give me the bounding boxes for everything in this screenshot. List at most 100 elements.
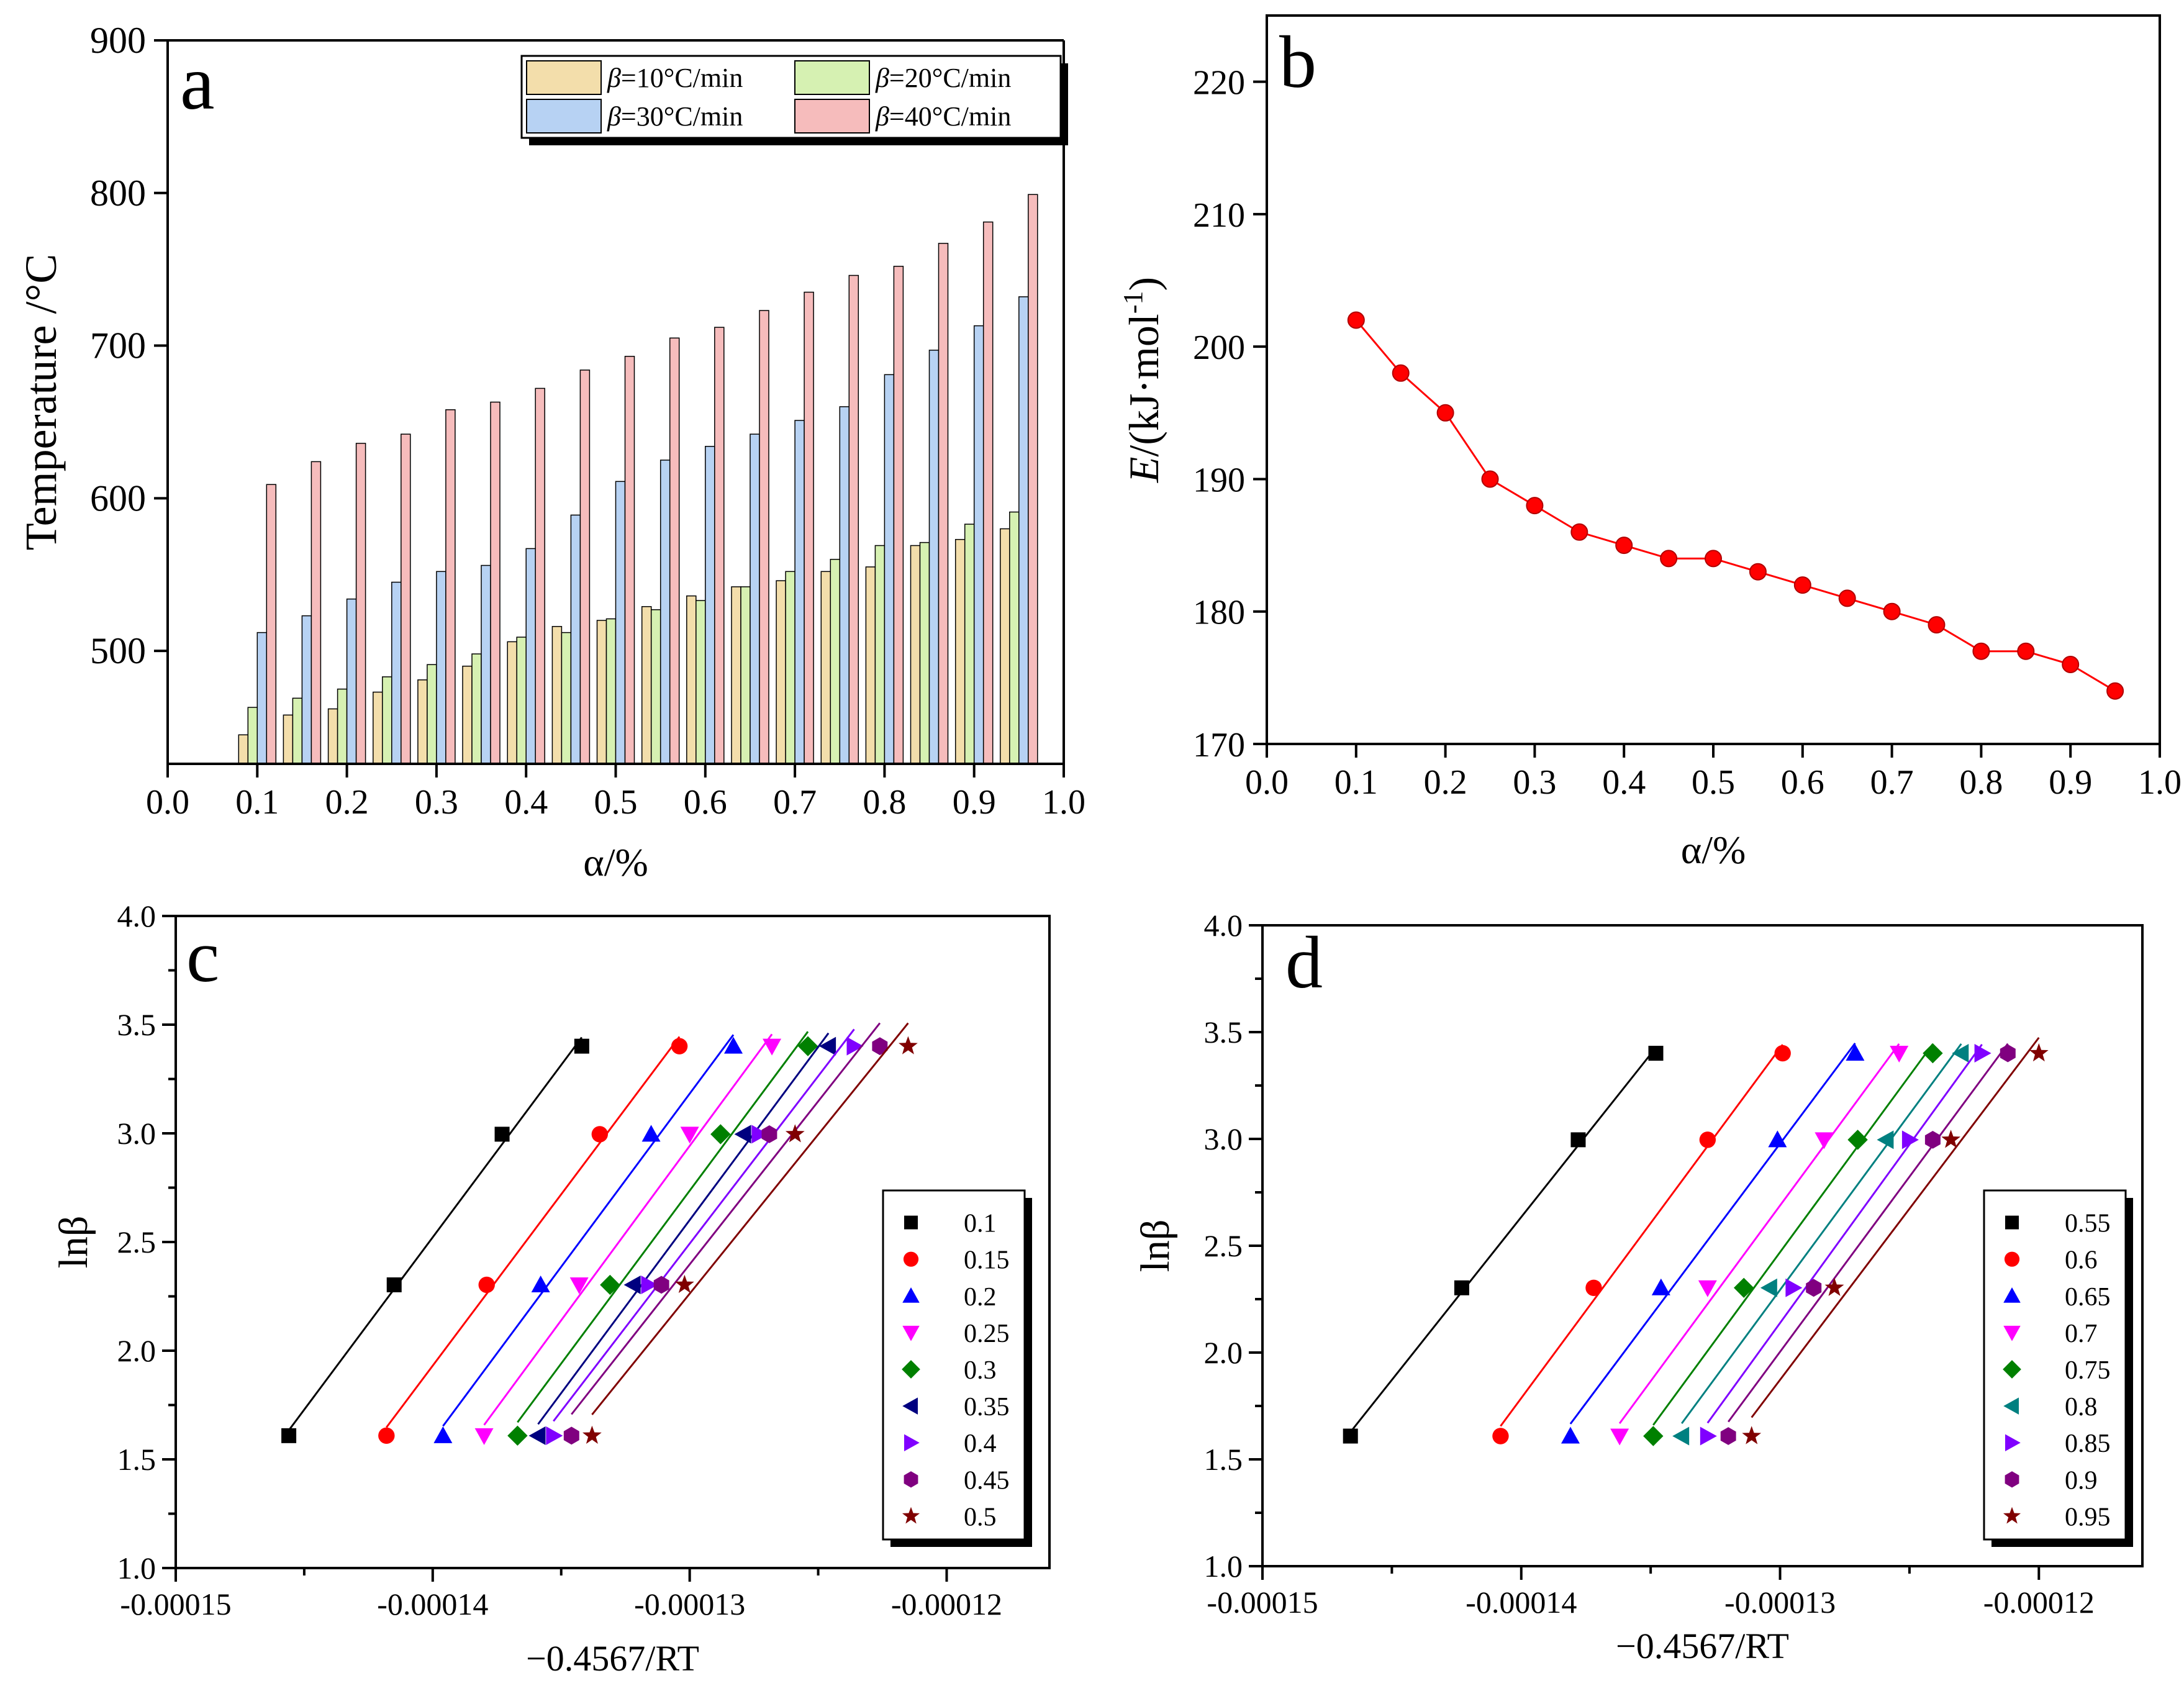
y-tick-label: 1.5 xyxy=(1204,1442,1243,1477)
legend-swatch xyxy=(526,60,602,95)
panel-c-lnbeta-scatter-chart: -0.00015 -0.00014 -0.00013 -0.00012 1.0 1.5 2.… xyxy=(51,899,1051,1679)
data-point xyxy=(761,1125,777,1143)
bar xyxy=(973,325,984,764)
legend-label: 0.65 xyxy=(2065,1283,2111,1312)
data-point xyxy=(710,1124,731,1145)
legend-marker xyxy=(2005,1434,2021,1451)
y-tick-label: 800 xyxy=(90,173,146,214)
bar xyxy=(865,566,876,764)
data-point xyxy=(819,1036,836,1056)
bar xyxy=(615,481,626,764)
x-tick-label: -0.00014 xyxy=(377,1587,488,1621)
data-point xyxy=(528,1426,546,1445)
legend-marker xyxy=(902,1360,920,1379)
bar xyxy=(551,626,563,764)
data-point xyxy=(653,1276,669,1294)
y-tick-label: 190 xyxy=(1193,461,1245,499)
data-point xyxy=(1901,1130,1919,1149)
data-point xyxy=(1846,1044,1865,1061)
y-tick-label: 180 xyxy=(1193,594,1245,632)
panel-label: b xyxy=(1279,20,1316,103)
data-point xyxy=(1923,1043,1943,1064)
data-point xyxy=(1585,1279,1602,1296)
x-axis-label: α/% xyxy=(583,840,648,884)
x-tick-label: 0.9 xyxy=(2049,763,2092,802)
bar xyxy=(535,388,545,764)
panel-label: c xyxy=(186,915,219,997)
legend-marker xyxy=(904,1215,918,1230)
bar xyxy=(256,632,268,764)
data-point xyxy=(1492,1428,1509,1444)
panel-d-lnbeta-scatter-chart: -0.00015 -0.00014 -0.00013 -0.00012 1.0 1.5 2.… xyxy=(1133,908,2144,1666)
data-point xyxy=(723,1036,743,1054)
bar xyxy=(910,545,921,764)
legend-label: 0.75 xyxy=(2065,1356,2111,1385)
y-tick-label: 2.0 xyxy=(1204,1335,1243,1370)
data-point xyxy=(1952,1044,1969,1063)
x-tick-label: -0.00012 xyxy=(891,1587,1002,1621)
fit-line xyxy=(1652,1043,1934,1426)
bar xyxy=(982,221,994,764)
data-point xyxy=(281,1428,297,1443)
x-tick-label: 1.0 xyxy=(1042,783,1085,822)
bar xyxy=(884,374,895,764)
legend-marker xyxy=(904,1434,920,1451)
bar xyxy=(490,401,501,764)
y-axis-label: Temperature /°C xyxy=(16,254,66,551)
data-point xyxy=(641,1125,661,1142)
bar xyxy=(714,327,725,764)
bar xyxy=(893,266,904,764)
x-tick-label: 0.0 xyxy=(146,783,189,822)
bar xyxy=(740,586,751,764)
data-point xyxy=(1343,1428,1358,1444)
legend-marker xyxy=(2003,1325,2021,1341)
x-tick-label: 0.7 xyxy=(1870,763,1914,802)
data-point xyxy=(1972,642,1990,660)
legend-label: 0.2 xyxy=(964,1283,997,1312)
data-point xyxy=(1698,1280,1717,1297)
legend-label: 0.4 xyxy=(964,1430,997,1458)
fit-line xyxy=(553,1028,855,1422)
bar xyxy=(561,632,572,764)
data-point xyxy=(675,1274,694,1294)
y-tick-label: 900 xyxy=(90,20,146,61)
y-tick-label: 200 xyxy=(1193,329,1245,367)
fit-line xyxy=(483,1033,773,1426)
data-point xyxy=(846,1036,864,1056)
legend-label: 0.55 xyxy=(2065,1210,2111,1238)
y-axis-label: E/(kJ·mol-1) xyxy=(1118,277,1167,483)
data-point xyxy=(1454,1280,1469,1295)
legend-label: 0.15 xyxy=(964,1246,1010,1275)
legend-label: 0.3 xyxy=(964,1356,997,1385)
data-point xyxy=(2017,642,2035,660)
y-tick-label: 2.0 xyxy=(117,1333,156,1368)
data-point xyxy=(1785,1278,1803,1297)
bar xyxy=(471,653,482,764)
data-point xyxy=(1793,576,1811,594)
data-point xyxy=(872,1037,888,1056)
x-tick-label: 0.8 xyxy=(863,783,906,822)
fit-line xyxy=(1727,1043,2009,1423)
data-point xyxy=(600,1274,620,1295)
fit-line xyxy=(1680,1043,1962,1424)
y-axis-label: lnβ xyxy=(1133,1220,1178,1272)
data-point xyxy=(569,1277,589,1294)
data-point xyxy=(433,1426,453,1443)
bar xyxy=(804,291,814,764)
bar xyxy=(355,443,366,764)
fit-line xyxy=(1618,1043,1900,1424)
bar xyxy=(1018,296,1029,764)
data-point xyxy=(1648,1046,1664,1061)
data-point xyxy=(1699,1131,1716,1148)
x-tick-label: 0.2 xyxy=(1424,763,1467,802)
legend-entry: β=20°C/min xyxy=(875,63,1011,93)
x-tick-label: 0.6 xyxy=(1781,763,1824,802)
data-point xyxy=(1526,497,1544,515)
fit-line xyxy=(591,1022,909,1415)
x-tick-label: -0.00012 xyxy=(1983,1585,2095,1620)
bar xyxy=(705,446,715,764)
data-point xyxy=(1941,1130,1960,1148)
bar xyxy=(516,637,527,764)
bar xyxy=(507,641,517,764)
bar xyxy=(820,571,831,764)
